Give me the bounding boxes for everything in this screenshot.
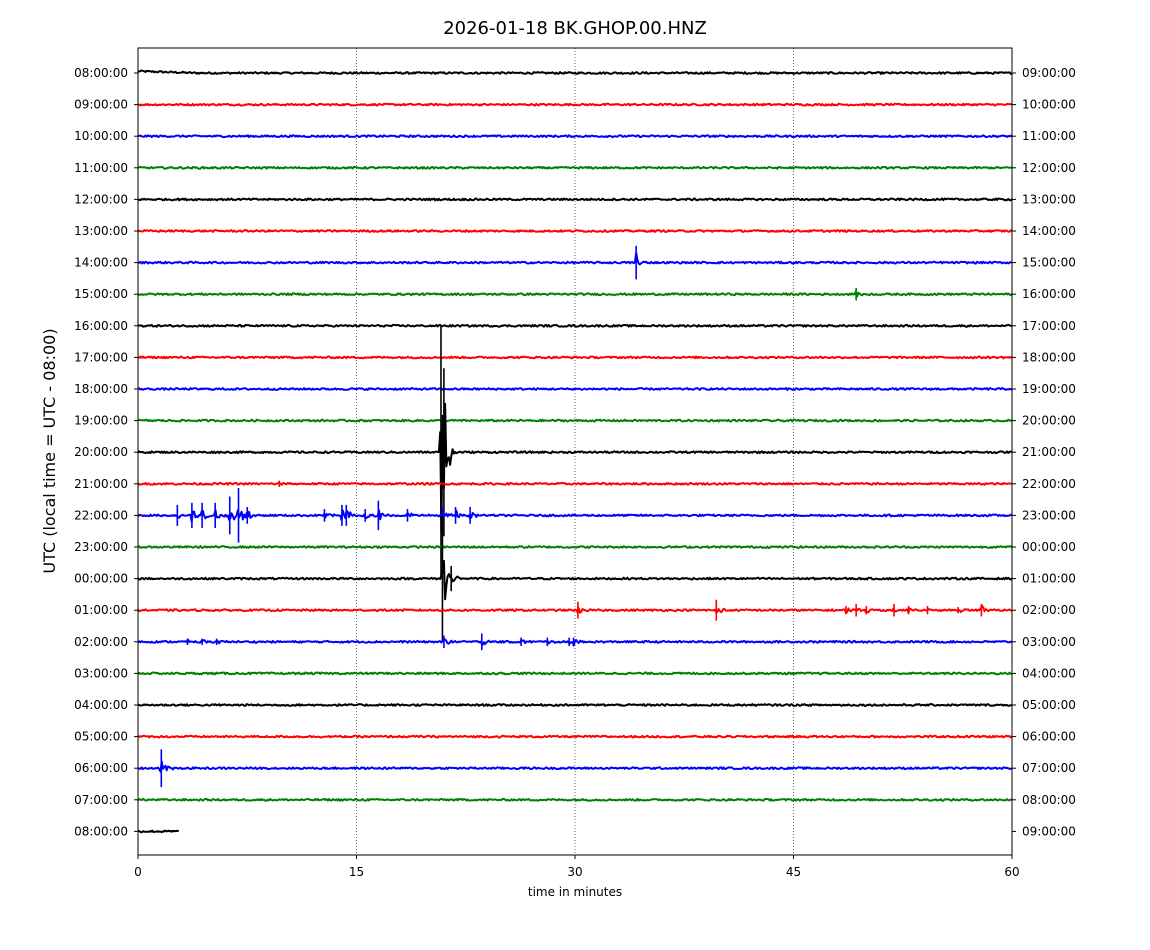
y-tick-label-utc: 02:00:00 [74,635,128,649]
grid-lines [356,48,794,855]
y-tick-label-utc: 22:00:00 [74,508,128,522]
trace-line [138,829,180,834]
y-tick-label-utc: 20:00:00 [74,445,128,459]
y-tick-label-local: 02:00:00 [1022,603,1076,617]
y-tick-label-local: 09:00:00 [1022,824,1076,838]
trace-line [137,760,1013,773]
y-tick-label-utc: 21:00:00 [74,477,128,491]
y-tick-label-local: 08:00:00 [1022,793,1076,807]
trace-line [137,734,1013,739]
y-tick-label-local: 21:00:00 [1022,445,1076,459]
x-tick-label: 45 [786,865,801,879]
y-tick-label-local: 19:00:00 [1022,382,1076,396]
trace-line [137,387,1013,391]
y-tick-label-utc: 09:00:00 [74,98,128,112]
y-tick-label-local: 06:00:00 [1022,730,1076,744]
trace-line [137,559,1013,601]
trace-line [137,671,1013,676]
trace-line [137,355,1013,360]
trace-line [137,290,1013,298]
trace-line [137,545,1013,549]
y-axis-label: UTC (local time = UTC - 08:00) [40,328,59,573]
y-tick-label-local: 10:00:00 [1022,98,1076,112]
y-tick-label-utc: 05:00:00 [74,730,128,744]
trace-line [137,229,1013,233]
y-tick-label-local: 23:00:00 [1022,508,1076,522]
y-tick-label-local: 03:00:00 [1022,635,1076,649]
x-axis-label: time in minutes [528,885,622,899]
y-tick-label-utc: 06:00:00 [74,761,128,775]
y-tick-label-utc: 16:00:00 [74,319,128,333]
y-tick-group: 08:00:00 09:00:00 09:00:00 10:00:00 10:00:00… [74,66,1076,838]
y-tick-label-local: 12:00:00 [1022,161,1076,175]
y-tick-label-utc: 14:00:00 [74,256,128,270]
y-tick-label-local: 14:00:00 [1022,224,1076,238]
y-tick-label-utc: 15:00:00 [74,287,128,301]
y-tick-label-local: 09:00:00 [1022,66,1076,80]
y-tick-label-utc: 01:00:00 [74,603,128,617]
y-tick-label-local: 05:00:00 [1022,698,1076,712]
y-tick-label-utc: 10:00:00 [74,129,128,143]
x-tick-label: 15 [349,865,364,879]
y-tick-label-local: 00:00:00 [1022,540,1076,554]
y-tick-label-utc: 08:00:00 [74,66,128,80]
x-tick-group: 0 15 30 45 60 [134,855,1020,879]
trace-line [137,638,1013,647]
y-tick-label-local: 22:00:00 [1022,477,1076,491]
y-tick-label-local: 01:00:00 [1022,572,1076,586]
trace-line [137,134,1013,139]
x-tick-label: 0 [134,865,142,879]
x-tick-label: 30 [567,865,582,879]
y-tick-label-utc: 19:00:00 [74,414,128,428]
y-tick-label-utc: 18:00:00 [74,382,128,396]
trace-line [137,797,1013,802]
trace-line [137,402,1013,533]
trace-line [137,165,1013,170]
chart-title: 2026-01-18 BK.GHOP.00.HNZ [443,18,707,39]
trace-line [137,418,1013,423]
y-tick-label-utc: 07:00:00 [74,793,128,807]
y-tick-label-local: 20:00:00 [1022,414,1076,428]
y-tick-label-local: 11:00:00 [1022,129,1076,143]
y-tick-label-utc: 23:00:00 [74,540,128,554]
trace-group [137,69,1013,834]
y-tick-label-local: 15:00:00 [1022,256,1076,270]
y-tick-label-utc: 13:00:00 [74,224,128,238]
trace-line [138,102,1013,107]
y-tick-label-local: 13:00:00 [1022,192,1076,206]
trace-line [137,251,1013,266]
y-tick-label-utc: 11:00:00 [74,161,128,175]
y-tick-label-local: 18:00:00 [1022,350,1076,364]
y-tick-label-local: 16:00:00 [1022,287,1076,301]
x-tick-label: 60 [1004,865,1019,879]
y-tick-label-utc: 08:00:00 [74,824,128,838]
y-tick-label-local: 17:00:00 [1022,319,1076,333]
trace-line [137,197,1013,202]
y-tick-label-local: 04:00:00 [1022,666,1076,680]
trace-line [137,481,1013,486]
trace-line [137,508,1013,523]
y-tick-label-utc: 03:00:00 [74,666,128,680]
trace-line [137,69,1012,75]
y-tick-label-local: 07:00:00 [1022,761,1076,775]
y-tick-label-utc: 17:00:00 [74,350,128,364]
y-tick-label-utc: 00:00:00 [74,572,128,586]
trace-line [137,703,1013,707]
y-tick-label-utc: 12:00:00 [74,192,128,206]
y-tick-label-utc: 04:00:00 [74,698,128,712]
trace-line [137,323,1012,328]
